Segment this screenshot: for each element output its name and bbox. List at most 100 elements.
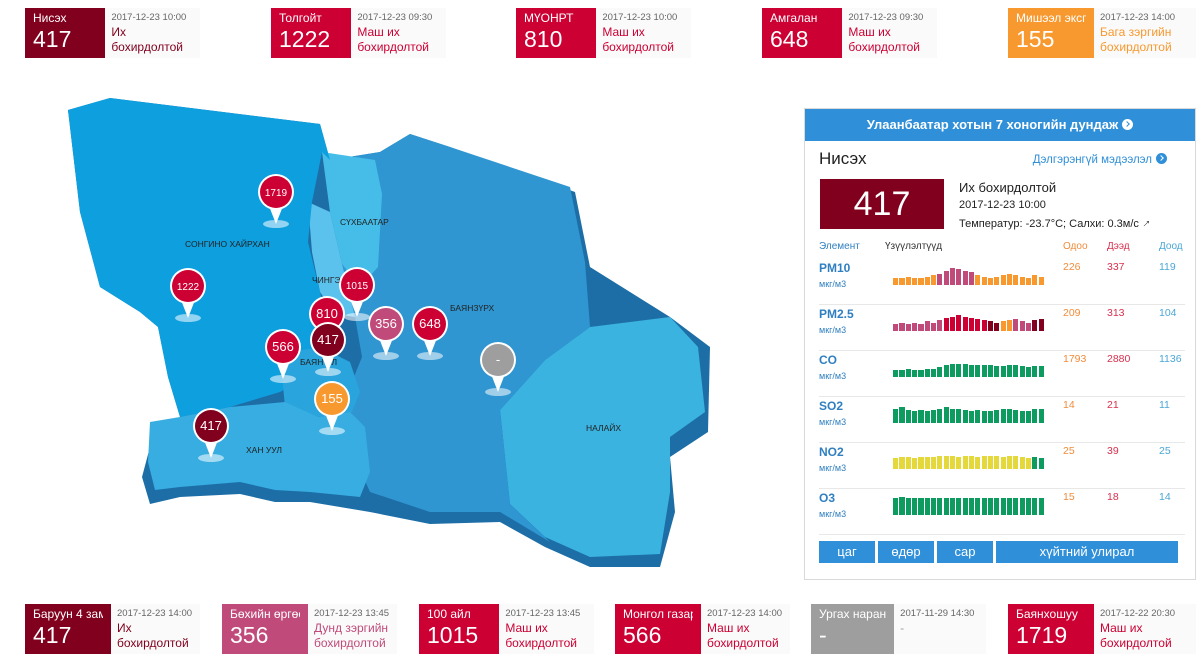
trend-bar: [1025, 411, 1032, 423]
trend-bar: [899, 369, 905, 377]
trend-bars: [893, 399, 1045, 423]
pin-circle: [172, 270, 204, 302]
station-status-2: бохирдолтой: [1100, 40, 1172, 54]
trend-bar: [994, 455, 1000, 469]
station-pin[interactable]: 648: [412, 306, 448, 360]
pollutant-row[interactable]: SO2 мкг/м3 14 21 11: [819, 397, 1185, 443]
district-sukhbaatar[interactable]: [322, 152, 382, 287]
station-aqi: 1719: [1016, 622, 1068, 648]
station-card-tolgoit[interactable]: Толгойт 1222 2017-12-23 09:30 Маш их бох…: [271, 8, 446, 58]
trend-bar: [924, 276, 930, 285]
trend-bar: [943, 498, 949, 515]
station-status: Дунд зэргийн: [314, 621, 389, 635]
trend-bar: [1000, 408, 1006, 423]
value-now: 226: [1063, 261, 1081, 273]
trend-bar: [905, 498, 911, 515]
trend-bar: [1025, 498, 1032, 515]
trend-bar: [1000, 366, 1006, 377]
tab-winter[interactable]: хүйтний улирал: [996, 541, 1178, 563]
district-map[interactable]: СОНГИНО ХАЙРХАН СҮХБААТАР ЧИНГЭ БАЯНЗҮРХ…: [30, 92, 730, 592]
panel-header[interactable]: Улаанбаатар хотын 7 хоногийн дундаж: [805, 109, 1195, 141]
district-nalaikh[interactable]: [500, 317, 705, 557]
label-bayanzurkh: БАЯНЗҮРХ: [450, 303, 494, 313]
station-card-nisekh[interactable]: Нисэх 417 2017-12-23 10:00 Их бохирдолто…: [25, 8, 200, 58]
value-min: 14: [1159, 491, 1171, 503]
station-status: Маш их: [602, 25, 645, 39]
pin-circle: [414, 308, 446, 340]
station-card-100-ail[interactable]: 100 айл 1015 2017-12-23 13:45 Маш их бох…: [419, 604, 594, 654]
station-card-muonrt[interactable]: МҮОНРТ 810 2017-12-23 10:00 Маш их бохир…: [516, 8, 691, 58]
pollutant-row[interactable]: PM10 мкг/м3 226 337 119: [819, 259, 1185, 305]
pin-tail: [181, 300, 195, 318]
trend-bar: [975, 457, 981, 469]
station-card-mongol-gazar[interactable]: Монгол газар 566 2017-12-23 14:00 Маш их…: [615, 604, 790, 654]
station-card-amgalan[interactable]: Амгалан 648 2017-12-23 09:30 Маш их бохи…: [762, 8, 937, 58]
station-pin[interactable]: 356: [368, 306, 404, 360]
label-chingeltei: ЧИНГЭ: [312, 275, 341, 285]
station-card-urgakh-naran[interactable]: Ургах наран - 2017-11-29 14:30 -: [811, 604, 986, 654]
detail-link[interactable]: Дэлгэрэнгүй мэдээлэл: [1033, 153, 1167, 166]
trend-bar: [1013, 498, 1019, 515]
trend-bar: [937, 320, 943, 331]
value-min: 25: [1159, 445, 1171, 457]
trend-bar: [1019, 366, 1025, 377]
label-nalaikh: НАЛАЙХ: [586, 422, 621, 433]
trend-bar: [975, 409, 981, 423]
station-name: Баянхошуу: [1016, 607, 1078, 621]
pollutant-unit: мкг/м3: [819, 325, 847, 335]
col-trend: Үзүүлэлтүүд: [885, 241, 943, 252]
station-status-2: бохирдолтой: [1100, 636, 1172, 650]
trend-bar: [956, 363, 962, 377]
pollutant-row[interactable]: NO2 мкг/м3 25 39 25: [819, 443, 1185, 489]
station-pin[interactable]: 1719: [258, 174, 294, 228]
tab-hour[interactable]: цаг: [819, 541, 875, 563]
pin-value: 810: [316, 306, 338, 321]
station-card-main: Баянхошуу 1719: [1008, 604, 1094, 654]
station-time: 2017-12-23 13:45: [505, 608, 581, 619]
trend-bar: [924, 321, 930, 331]
district-bayanzurkh[interactable]: [330, 134, 590, 542]
pollutant-row[interactable]: PM2.5 мкг/м3 209 313 104: [819, 305, 1185, 351]
trend-bar: [930, 275, 937, 285]
station-pin[interactable]: 417: [310, 322, 346, 376]
pollutant-row[interactable]: O3 мкг/м3 15 18 14: [819, 489, 1185, 535]
station-name: МҮОНРТ: [524, 11, 574, 25]
tab-day[interactable]: өдөр: [878, 541, 934, 563]
district-songinokhairkhan[interactable]: [68, 98, 330, 417]
trend-bar: [1038, 408, 1044, 423]
station-card-misheel-expo[interactable]: Мишээл экспо 155 2017-12-23 14:00 Бага з…: [1008, 8, 1196, 58]
station-pin[interactable]: 1222: [170, 268, 206, 322]
trend-bar: [962, 409, 968, 423]
pollutant-unit: мкг/м3: [819, 463, 847, 473]
value-now: 15: [1063, 491, 1075, 503]
station-pin[interactable]: -: [480, 342, 516, 396]
trend-bar: [1013, 455, 1019, 469]
table-header: Элемент Үзүүлэлтүүд Одоо Дээд Доод: [819, 241, 1185, 259]
station-pin[interactable]: 417: [193, 408, 229, 462]
station-status: Их: [111, 25, 126, 39]
trend-bar: [1013, 409, 1019, 423]
pollutant-row[interactable]: CO мкг/м3 1793 2880 1136: [819, 351, 1185, 397]
trend-bar: [962, 270, 968, 285]
station-pin[interactable]: 155: [314, 381, 350, 435]
station-card-baruun-4-zam[interactable]: Баруун 4 зам 417 2017-12-23 14:00 Их бох…: [25, 604, 200, 654]
pin-tail: [276, 361, 290, 379]
station-card-bukhiin-urguu[interactable]: Бөхийн өргөө 356 2017-12-23 13:45 Дунд з…: [222, 604, 397, 654]
pin-value: 648: [419, 316, 441, 331]
table-rows: PM10 мкг/м3 226 337 119 PM2.5 мкг/м3 209 313 104 C…: [819, 259, 1185, 535]
trend-bar: [899, 497, 905, 515]
station-card-info: 2017-11-29 14:30 -: [894, 604, 986, 654]
trend-bar: [1038, 319, 1044, 331]
station-pin[interactable]: 566: [265, 329, 301, 383]
trend-bar: [987, 498, 994, 515]
pin-value: 356: [375, 316, 397, 331]
value-now: 14: [1063, 399, 1075, 411]
station-pin[interactable]: 1015: [339, 267, 375, 321]
station-status: Маш их: [505, 621, 548, 635]
station-card-main: Мишээл экспо 155: [1008, 8, 1094, 58]
station-card-bayankhoshuu[interactable]: Баянхошуу 1719 2017-12-22 20:30 Маш их б…: [1008, 604, 1196, 654]
pollutant-name: CO: [819, 353, 837, 367]
tab-month[interactable]: сар: [937, 541, 993, 563]
trend-bar: [893, 498, 899, 515]
trend-bar: [924, 411, 930, 423]
